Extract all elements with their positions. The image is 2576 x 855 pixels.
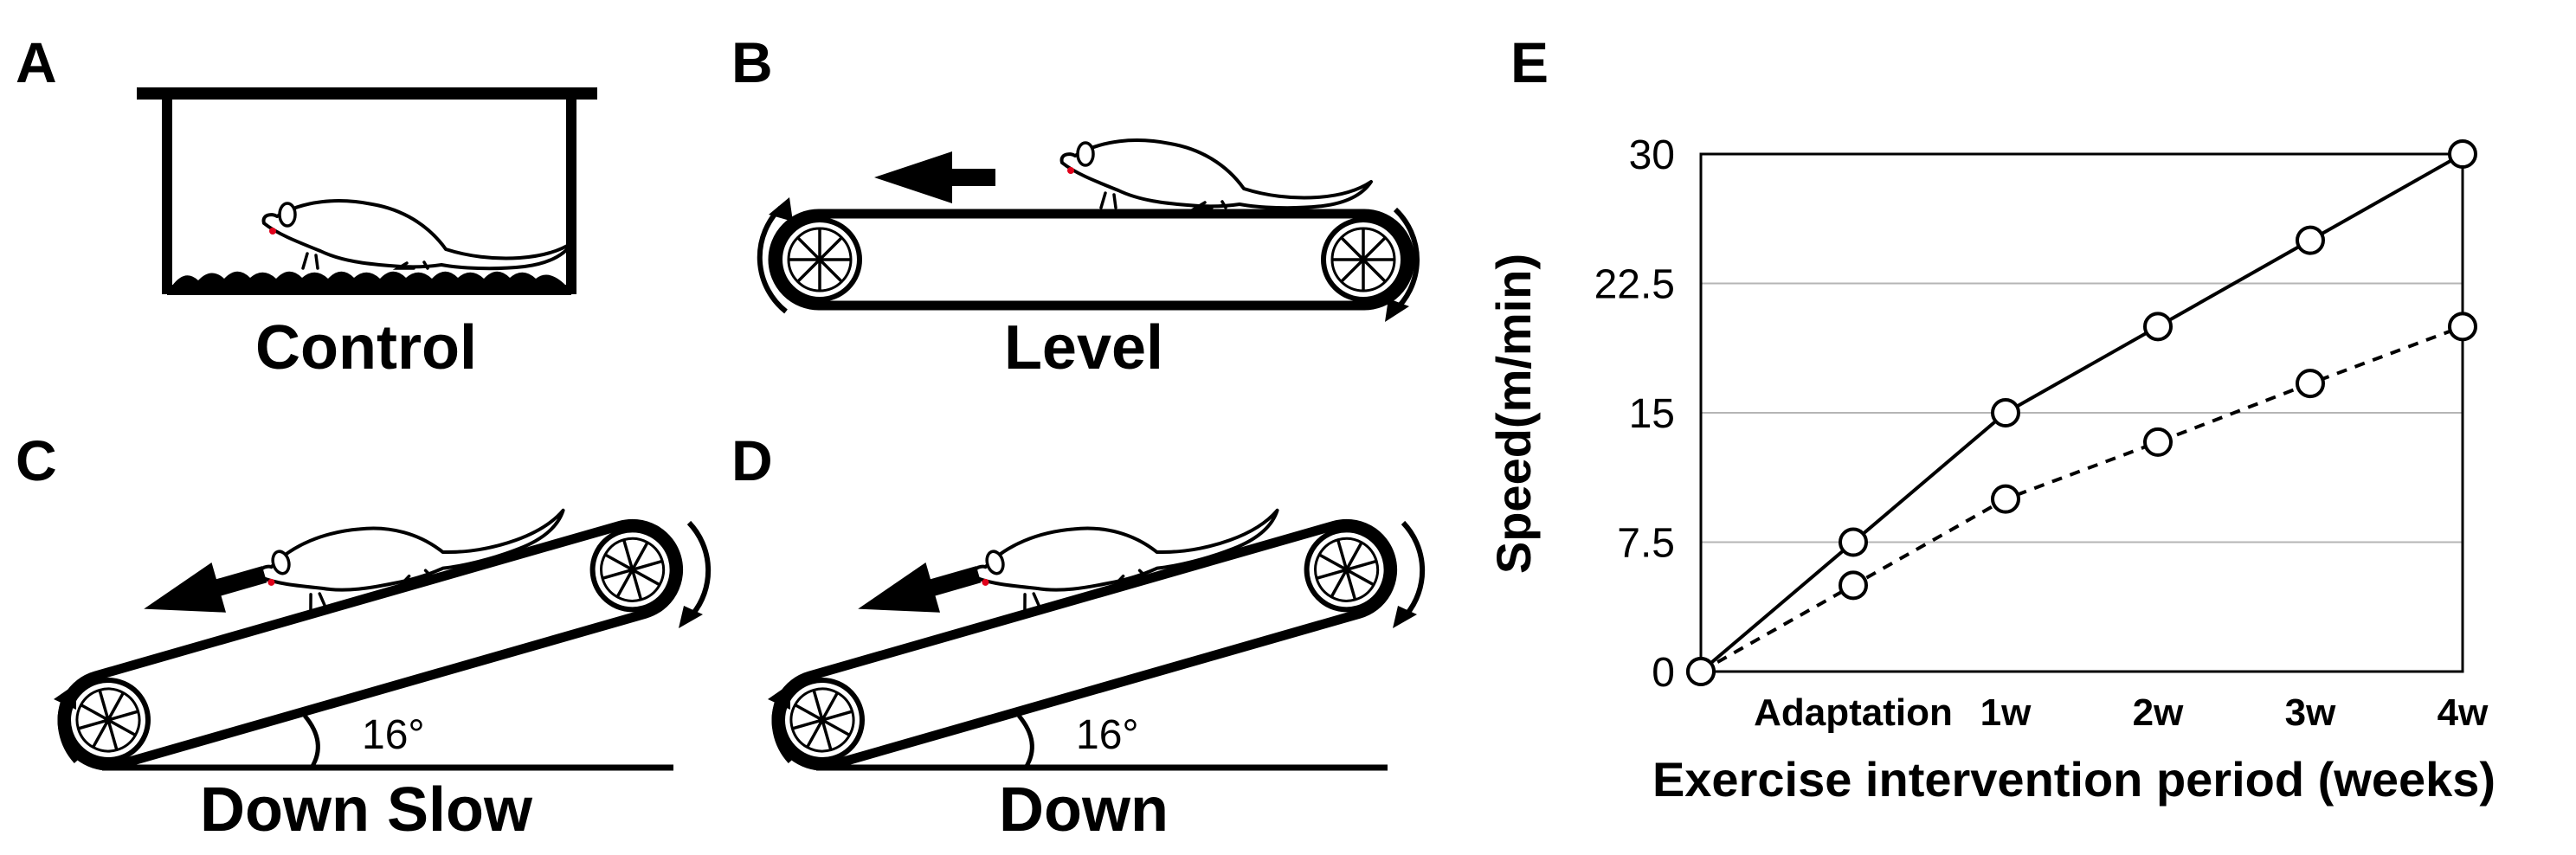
panel-letter-c: C: [16, 428, 57, 492]
data-point: [2448, 139, 2477, 169]
rat-icon: [252, 468, 572, 623]
caption-level: Level: [1004, 313, 1163, 382]
panel-b: B Level: [731, 30, 1420, 382]
treadmill-wheel-icon: [780, 220, 860, 299]
panel-letter-d: D: [731, 428, 773, 492]
series-line-solid: [1699, 152, 2463, 673]
y-tick-label: 15: [1629, 391, 1675, 437]
x-tick-label: 4w: [2438, 691, 2489, 734]
panel-a: A Control: [16, 30, 597, 382]
caption-down-slow: Down Slow: [200, 775, 533, 845]
series-line-dashed: [1700, 325, 2463, 673]
downhill-treadmill-illustration: [54, 468, 712, 776]
cage-illustration: [137, 87, 597, 295]
direction-arrow-icon: [874, 151, 952, 203]
data-point: [1991, 398, 2020, 428]
panel-letter-b: B: [731, 30, 773, 94]
panel-c: C 16° Down Slow: [16, 428, 712, 845]
speed-line-chart: 0 7.5 15 22.5 30 Adaptation 1w 2w 3w 4w Speed(m/…: [1486, 132, 2496, 807]
treadmill-wheel-icon: [1323, 220, 1403, 299]
x-tick-label: 2w: [2133, 691, 2184, 734]
data-point: [1839, 527, 1868, 557]
panel-d: D 16° Down: [731, 428, 1426, 845]
y-tick-label: 22.5: [1594, 262, 1675, 308]
data-point: [1839, 570, 1868, 601]
data-point: [1686, 657, 1716, 686]
level-treadmill-illustration: [757, 138, 1420, 322]
data-point: [2448, 312, 2477, 342]
y-tick-label: 0: [1652, 650, 1675, 696]
rat-icon: [1059, 138, 1373, 210]
x-axis-title: Exercise intervention period (weeks): [1652, 752, 2496, 807]
data-point: [2143, 427, 2173, 457]
data-point: [1991, 484, 2020, 514]
x-tick-label: Adaptation: [1754, 691, 1953, 734]
rat-icon: [261, 199, 575, 271]
panel-letter-a: A: [16, 30, 57, 94]
x-tick-label: 1w: [1980, 691, 2032, 734]
panel-e: E 0 7.5 15 22.5 30 Adaptation 1w 2w 3w 4w Speed(…: [1486, 30, 2496, 807]
caption-down: Down: [999, 775, 1169, 845]
direction-arrow-icon: [858, 562, 941, 613]
plot-frame: [1699, 152, 2464, 673]
angle-label: 16°: [362, 712, 425, 758]
y-axis-title: Speed(m/min): [1486, 254, 1541, 574]
x-tick-label: 3w: [2285, 691, 2336, 734]
data-point: [2296, 225, 2325, 255]
data-point: [2296, 369, 2325, 399]
y-tick-label: 7.5: [1617, 521, 1675, 567]
direction-arrow-icon: [144, 562, 227, 613]
caption-control: Control: [255, 313, 477, 382]
downhill-treadmill-illustration: [768, 468, 1426, 776]
data-point: [2143, 312, 2173, 342]
angle-label: 16°: [1076, 712, 1139, 758]
y-tick-label: 30: [1629, 132, 1675, 178]
panel-letter-e: E: [1510, 30, 1549, 94]
rat-icon: [966, 468, 1286, 623]
